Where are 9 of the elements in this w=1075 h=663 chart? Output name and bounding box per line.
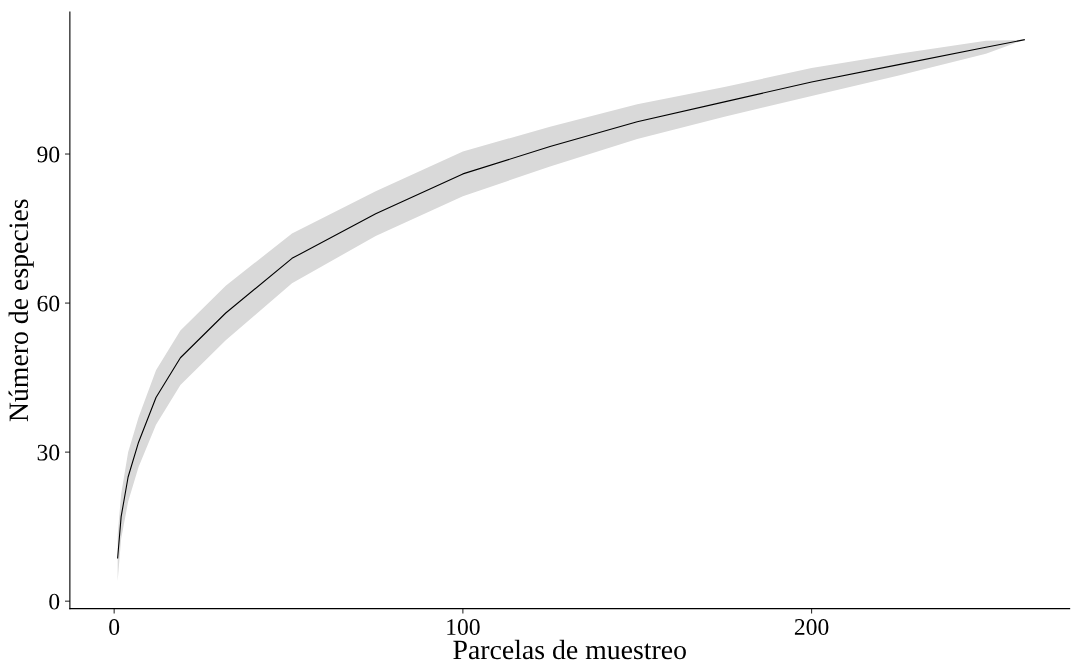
y-axis-title: Número de especies xyxy=(8,199,34,422)
y-tick-label: 60 xyxy=(37,295,60,312)
y-tick-label: 90 xyxy=(37,146,60,163)
y-tick-label: 30 xyxy=(37,444,60,461)
x-tick-label: 0 xyxy=(109,619,120,635)
y-tick-label: 0 xyxy=(49,593,60,610)
x-axis-title: Parcelas de muestreo xyxy=(453,639,686,660)
x-tick-label: 200 xyxy=(794,619,829,635)
x-tick-label: 100 xyxy=(447,619,480,635)
